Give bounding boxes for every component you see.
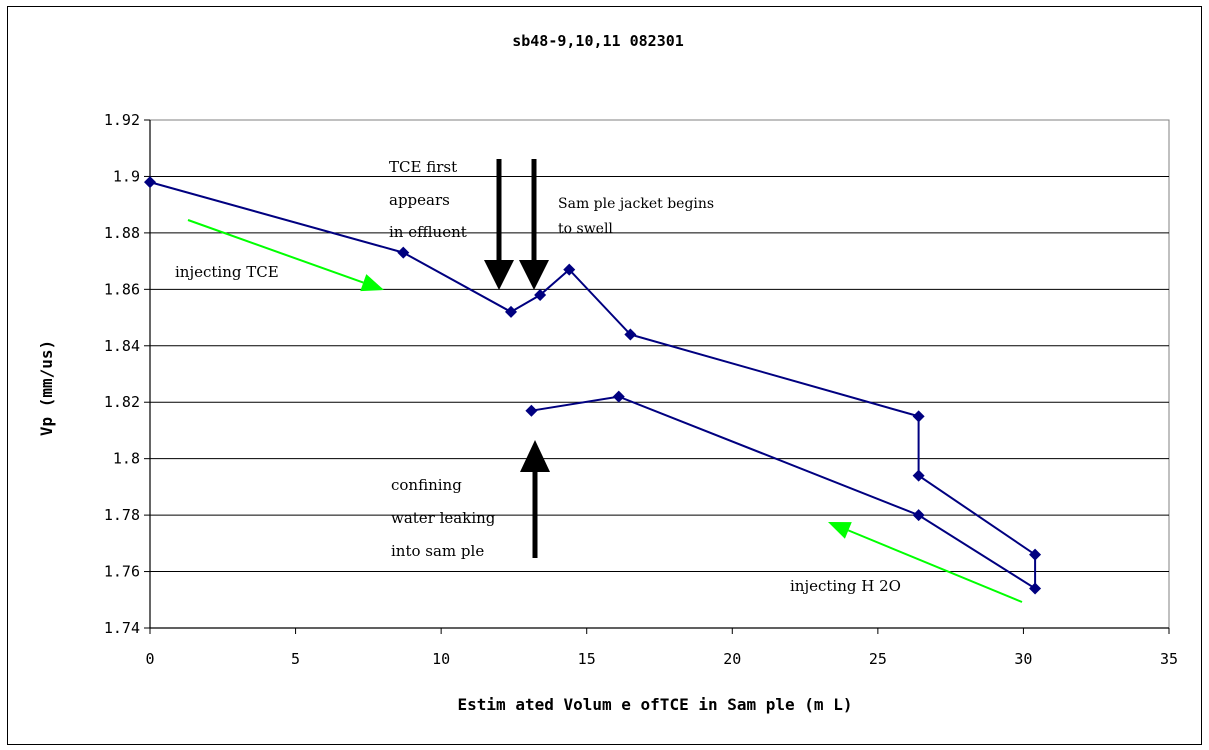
y-tick-label-7: 1.88 [104, 224, 140, 242]
arrow-injecting-tce-shaft [187, 219, 364, 284]
series-group [144, 176, 1042, 595]
plot-area [149, 119, 1170, 629]
annotation-jacket-line2: to swell [558, 221, 613, 237]
x-tick-labels: 0 5 10 15 20 25 30 35 [145, 650, 1178, 668]
annotation-tce-first-line2: appears [389, 191, 450, 209]
data-point [525, 404, 538, 417]
y-tick-label-1: 1.76 [104, 563, 140, 581]
data-point [397, 246, 410, 259]
y-tick-label-0: 1.74 [104, 619, 140, 637]
y-tick-label-8: 1.9 [113, 167, 140, 185]
x-tick-label-3: 15 [578, 650, 596, 668]
y-tick-label-6: 1.86 [104, 280, 140, 298]
y-tick-label-3: 1.8 [113, 450, 140, 468]
annotation-tce-first-line1: TCE first [389, 158, 457, 176]
x-tick-label-0: 0 [145, 650, 154, 668]
data-point [1029, 548, 1042, 561]
annotation-confining-line1: confining [391, 476, 462, 494]
x-tick-label-1: 5 [291, 650, 300, 668]
x-tick-label-5: 25 [869, 650, 887, 668]
arrow-injecting-tce-head [360, 274, 384, 292]
arrow-tce-first-head [484, 260, 514, 290]
arrow-injecting-h2o-head [828, 522, 852, 539]
data-point [912, 410, 925, 423]
x-tick-label-7: 35 [1160, 650, 1178, 668]
data-point [1029, 582, 1042, 595]
data-point [912, 509, 925, 522]
annotation-injecting-h2o: injecting H 2O [790, 577, 901, 595]
data-point [144, 176, 156, 189]
x-tick-label-6: 30 [1014, 650, 1032, 668]
arrow-confining-head [520, 440, 550, 472]
gridlines [144, 119, 1169, 629]
data-point [912, 469, 925, 482]
annotation-jacket-line1: Sam ple jacket begins [558, 196, 714, 212]
data-point [624, 328, 637, 341]
y-tick-label-5: 1.84 [104, 337, 140, 355]
data-point [563, 263, 576, 276]
y-axis-label: Vp (mm/us) [37, 340, 56, 436]
data-point [534, 288, 547, 301]
chart-title: sb48-9,10,11 082301 [512, 32, 684, 50]
data-point [505, 305, 518, 318]
x-axis-label: Estim ated Volum e ofTCE in Sam ple (m L… [458, 695, 853, 714]
arrow-injecting-h2o-shaft [847, 529, 1023, 603]
annotation-confining-line2: water leaking [391, 509, 496, 527]
annotation-tce-first-line3: in effluent [389, 223, 467, 241]
y-tick-label-9: 1.92 [104, 111, 140, 129]
annotation-injecting-tce: injecting TCE [175, 263, 279, 281]
annotation-confining-line3: into sam ple [391, 542, 484, 560]
arrow-jacket-swell-head [519, 260, 549, 290]
y-tick-label-2: 1.78 [104, 506, 140, 524]
x-tick-label-4: 20 [723, 650, 741, 668]
annotation-arrows [187, 159, 1023, 603]
y-tick-label-4: 1.82 [104, 393, 140, 411]
y-tick-labels: 1.74 1.76 1.78 1.8 1.82 1.84 1.86 1.88 1.9 1.92 [104, 111, 140, 637]
x-tick-label-2: 10 [432, 650, 450, 668]
axes [149, 120, 1170, 634]
data-point [612, 390, 625, 403]
